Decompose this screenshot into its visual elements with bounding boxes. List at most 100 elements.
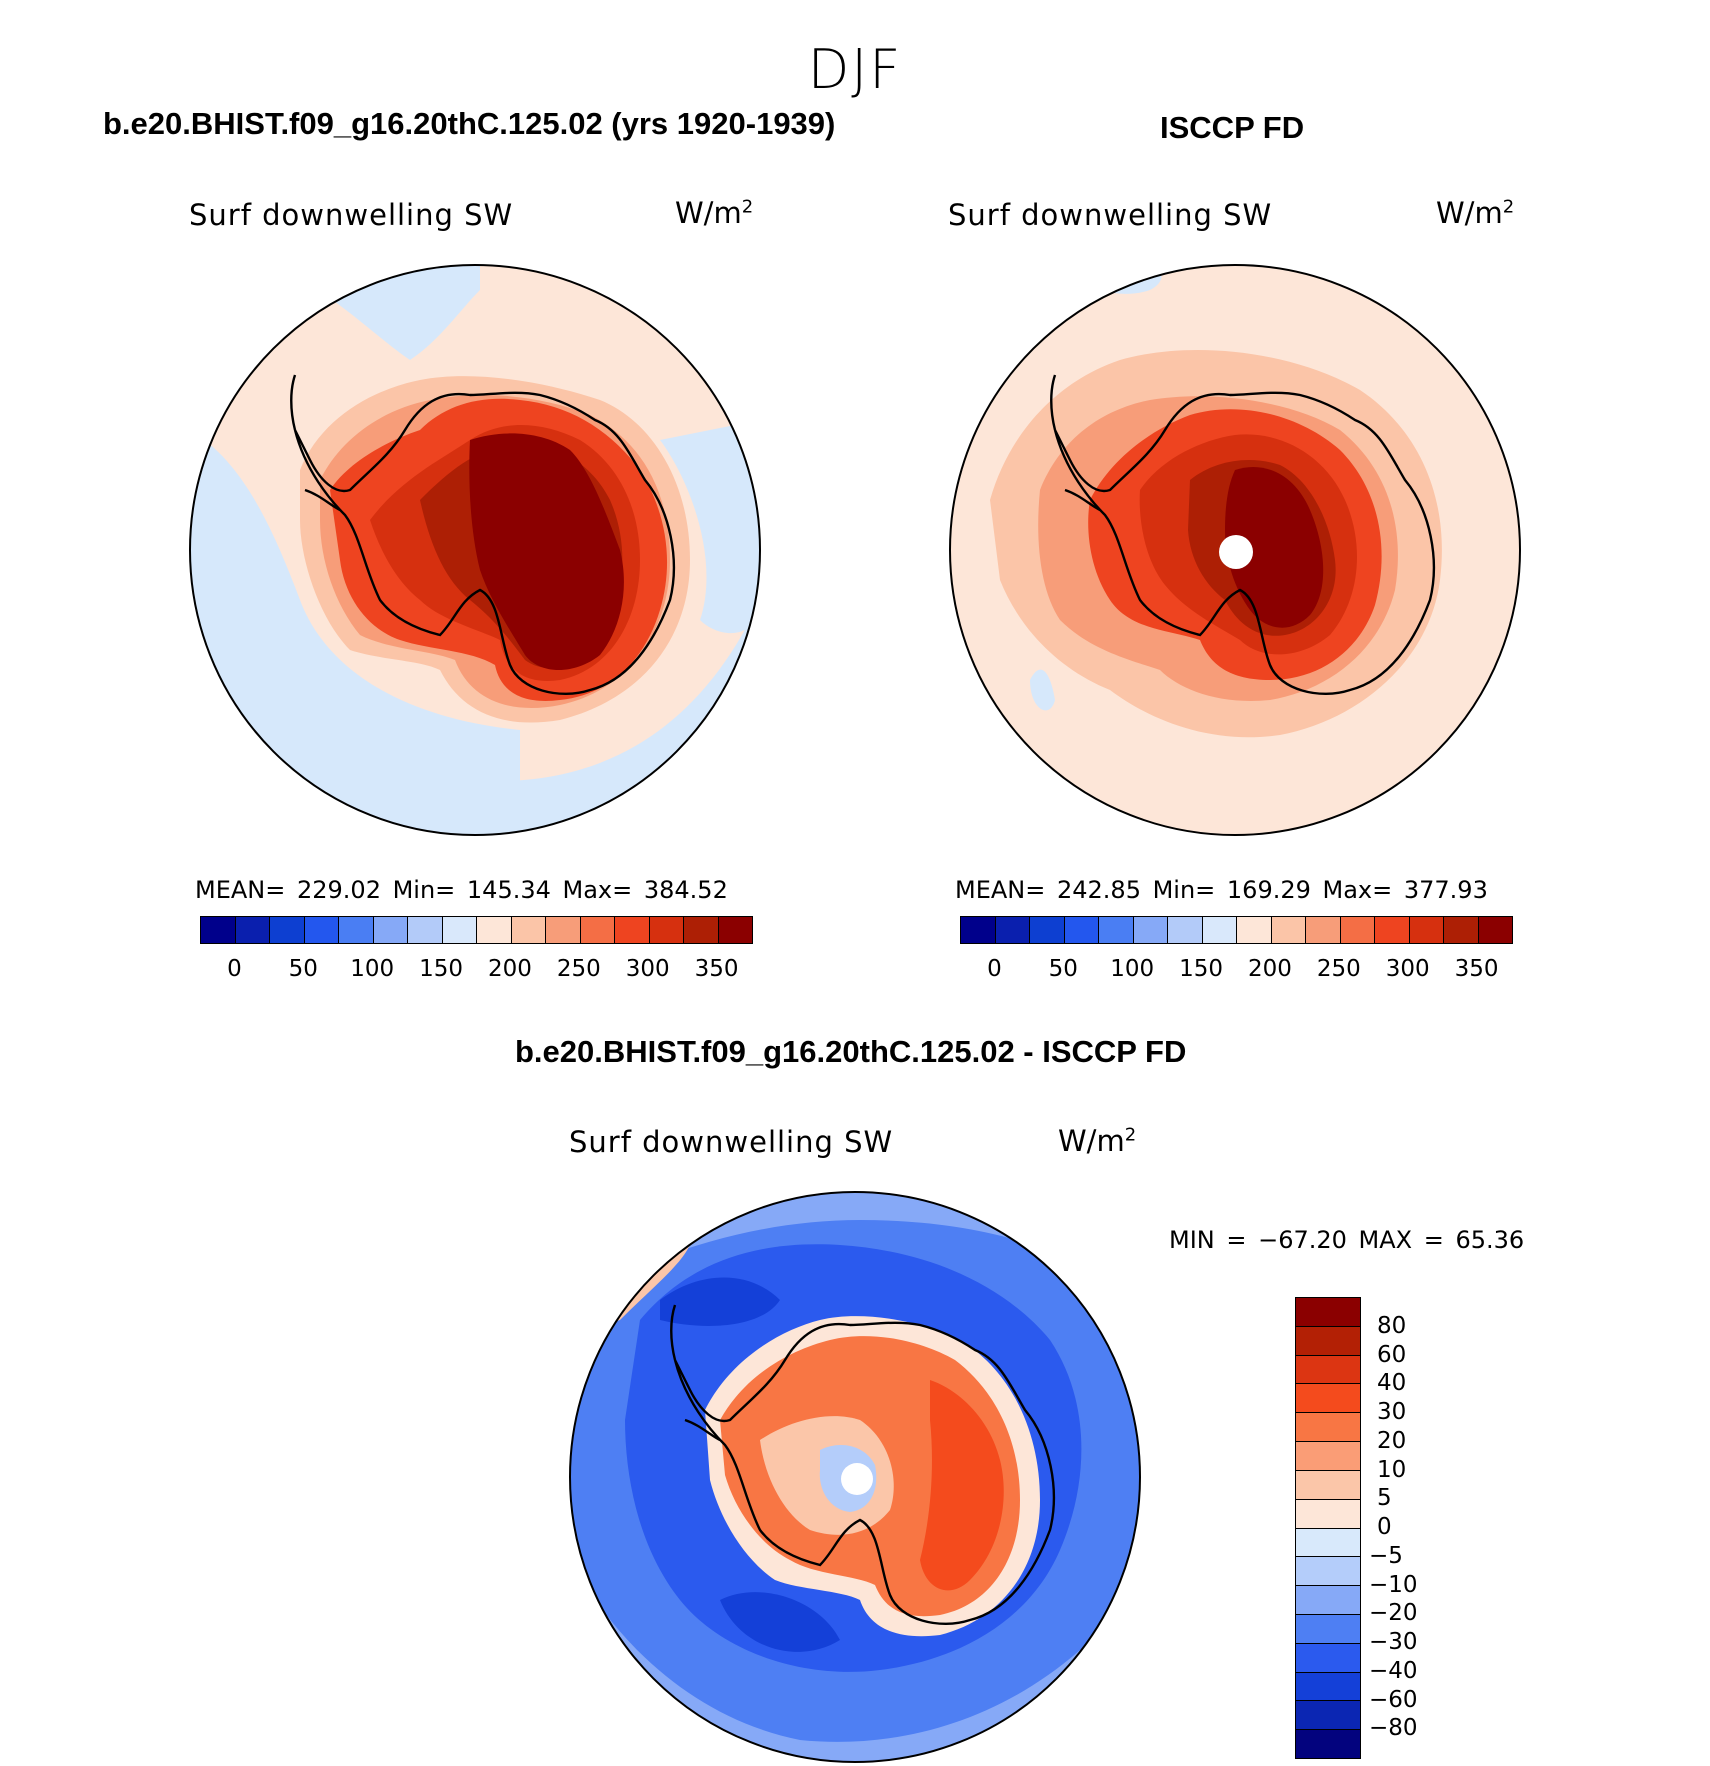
colorbar-tick-label: −5 [1369,1542,1403,1569]
colorbar-swatch [1237,917,1272,943]
colorbar-tick-label: 100 [1110,956,1155,982]
panel-3-title: b.e20.BHIST.f09_g16.20thC.125.02 - ISCCP… [515,1034,1187,1069]
colorbar-swatch [1064,917,1099,943]
panel-2-colorbar [960,916,1513,944]
colorbar-swatch [1296,1586,1360,1615]
colorbar-tick-label: 10 [1377,1456,1407,1483]
colorbar-tick-label: 50 [288,956,318,982]
panel-2-title: ISCCP FD [1160,110,1305,145]
colorbar-swatch [649,917,684,943]
colorbar-swatch [546,917,581,943]
colorbar-tick-label: 300 [625,956,670,982]
panel-2-stats: MEAN= 242.85 Min= 169.29 Max= 377.93 [955,876,1488,904]
panel-3-pole-hole [841,1463,873,1495]
colorbar-swatch [235,917,270,943]
panel-3-peninsula [670,1304,721,1442]
colorbar-swatch [580,917,615,943]
colorbar-tick-label: 80 [1377,1312,1407,1339]
colorbar-tick-label: 0 [1377,1514,1392,1540]
colorbar-swatch [961,917,996,943]
colorbar-swatch [1296,1499,1360,1529]
colorbar-tick-label: 0 [987,956,1002,982]
colorbar-swatch [1296,1442,1360,1471]
colorbar-swatch [201,917,236,943]
panel-1-blue-west [190,430,520,835]
colorbar-swatch [1133,917,1168,943]
colorbar-swatch [1375,917,1410,943]
colorbar-tick-label: 60 [1377,1341,1407,1368]
colorbar-swatch [718,917,752,943]
colorbar-swatch [1296,1614,1360,1644]
colorbar-swatch [1296,1701,1360,1731]
panel-3-variable: Surf downwelling SW [569,1125,894,1159]
panel-2-coastline [1053,391,1436,695]
colorbar-swatch [1296,1326,1360,1356]
panel-1-interior-3 [469,433,624,670]
colorbar-swatch [1306,917,1341,943]
colorbar-tick-label: 350 [694,956,739,982]
colorbar-swatch [1099,917,1134,943]
panel-3-map-boundary [569,1191,1141,1763]
colorbar-tick-label: 250 [556,956,601,982]
colorbar-swatch [1296,1413,1360,1443]
colorbar-tick-label: 5 [1377,1485,1392,1512]
panel-1-peninsula [290,374,341,512]
panel-3-dark-blue-pockets [660,1277,840,1652]
colorbar-tick-label: 150 [419,956,464,982]
panel-1-colorbar [200,916,753,944]
colorbar-swatch [1271,917,1306,943]
panel-2-blue-west [1030,669,1055,711]
colorbar-swatch [1296,1355,1360,1385]
panel-2-variable: Surf downwelling SW [948,198,1273,232]
colorbar-tick-label: 200 [1247,956,1292,982]
colorbar-tick-label: 30 [1377,1399,1407,1425]
colorbar-swatch [1444,917,1479,943]
colorbar-tick-label: 150 [1179,956,1224,982]
colorbar-tick-label: 100 [350,956,395,982]
panel-3-land-hot [920,1380,1004,1591]
panel-2-pole-hole [1219,535,1253,569]
colorbar-swatch [477,917,512,943]
colorbar-swatch [615,917,650,943]
colorbar-swatch [684,917,719,943]
colorbar-swatch [1296,1384,1360,1414]
colorbar-tick-label: −60 [1369,1686,1418,1713]
colorbar-swatch [339,917,374,943]
colorbar-tick-label: 300 [1385,956,1430,982]
colorbar-swatch [1030,917,1065,943]
colorbar-swatch [442,917,477,943]
panel-1-title: b.e20.BHIST.f09_g16.20thC.125.02 (yrs 19… [103,106,836,141]
colorbar-swatch [270,917,305,943]
colorbar-tick-label: 0 [227,956,242,982]
colorbar-tick-label: 250 [1316,956,1361,982]
colorbar-swatch [1168,917,1203,943]
colorbar-swatch [1296,1730,1360,1758]
colorbar-tick-label: −80 [1369,1715,1418,1742]
colorbar-tick-label: −20 [1369,1600,1418,1627]
panel-1-variable: Surf downwelling SW [189,198,514,232]
colorbar-swatch [1296,1672,1360,1702]
panel-1-stats: MEAN= 229.02 Min= 145.34 Max= 384.52 [195,876,728,904]
colorbar-tick-label: −30 [1369,1629,1418,1655]
colorbar-swatch [1296,1470,1360,1500]
colorbar-swatch [1409,917,1444,943]
panel-2-map-boundary [949,264,1521,836]
panel-2-peninsula [1050,374,1101,512]
colorbar-swatch [1296,1643,1360,1673]
colorbar-tick-label: 40 [1377,1370,1407,1397]
colorbar-tick-label: −10 [1369,1571,1418,1598]
panel-1-coastline [293,391,676,695]
colorbar-swatch [1296,1298,1360,1327]
colorbar-tick-label: −40 [1369,1657,1418,1684]
colorbar-tick-label: 20 [1377,1427,1407,1454]
colorbar-tick-label: 200 [487,956,532,982]
colorbar-swatch [1478,917,1512,943]
colorbar-swatch [995,917,1030,943]
colorbar-swatch [1340,917,1375,943]
panel-3-coastline [673,1321,1056,1625]
colorbar-swatch [408,917,443,943]
colorbar-swatch [304,917,339,943]
colorbar-swatch [1296,1557,1360,1587]
